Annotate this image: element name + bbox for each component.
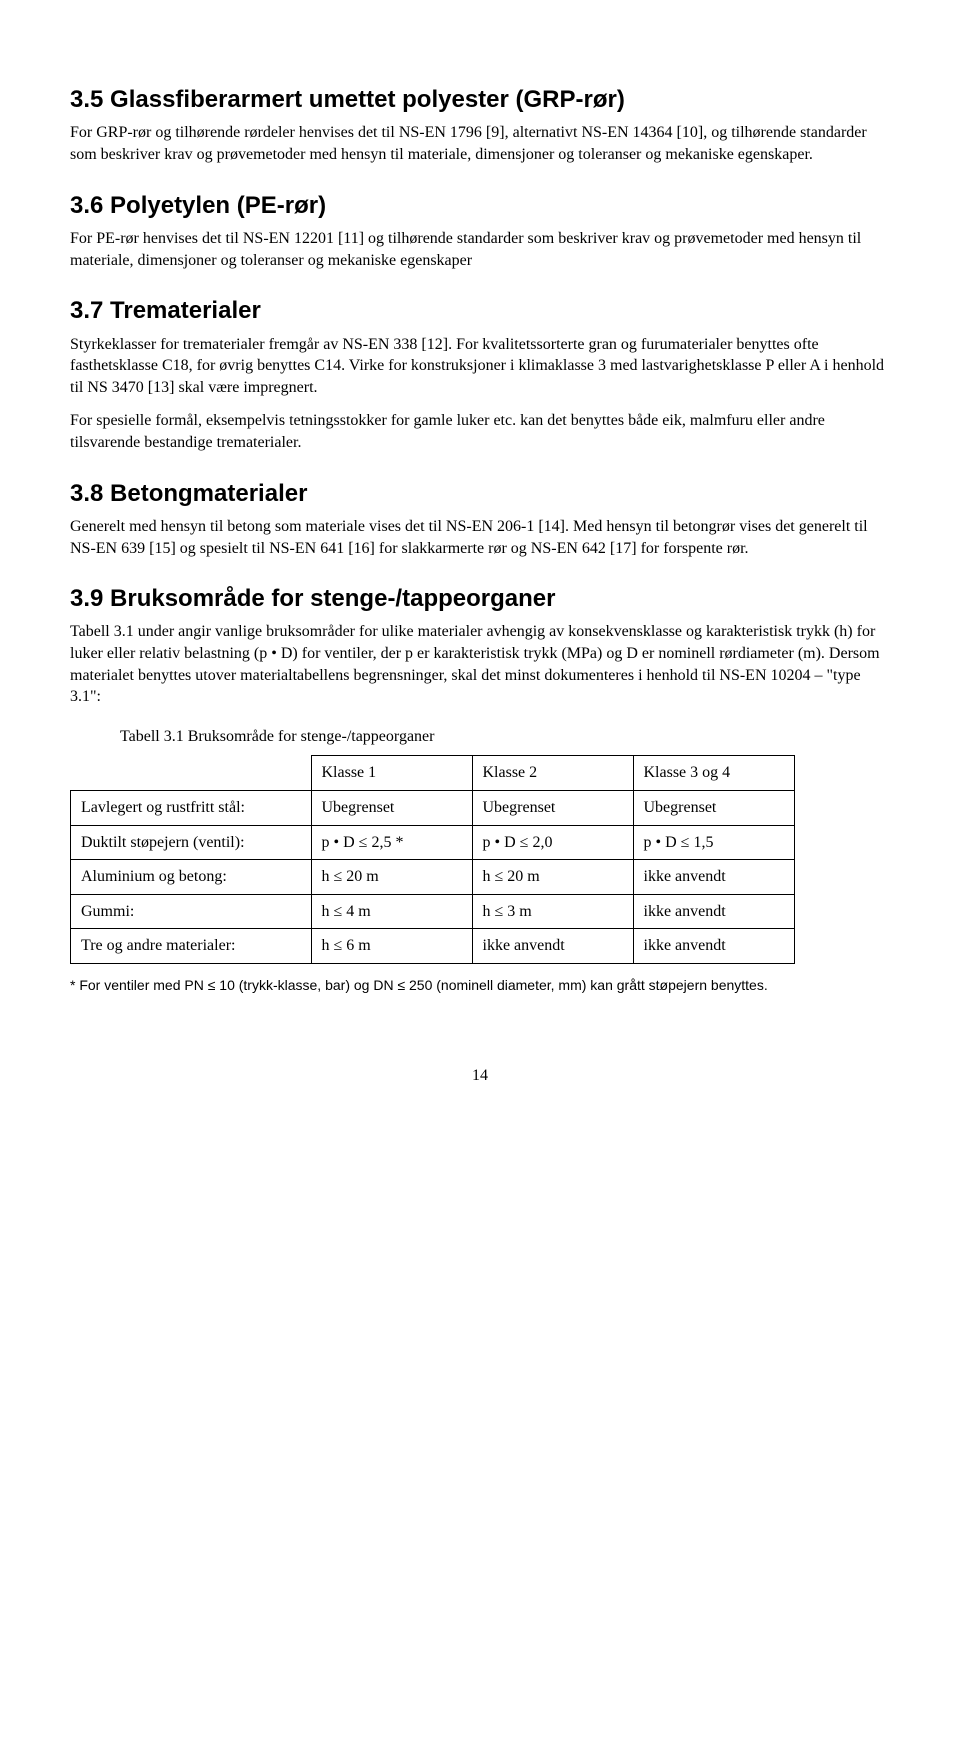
- heading-3-7: 3.7 Trematerialer: [70, 295, 890, 327]
- table-row: Tre og andre materialer: h ≤ 6 m ikke an…: [71, 929, 795, 964]
- table-caption: Tabell 3.1 Bruksområde for stenge-/tappe…: [120, 726, 890, 748]
- table-footnote: * For ventiler med PN ≤ 10 (trykk-klasse…: [70, 976, 890, 995]
- table-cell: p • D ≤ 1,5: [633, 825, 794, 860]
- table-cell: h ≤ 6 m: [311, 929, 472, 964]
- table-cell: Ubegrenset: [472, 791, 633, 826]
- table-header-klasse2: Klasse 2: [472, 756, 633, 791]
- table-cell: h ≤ 20 m: [311, 860, 472, 895]
- table-cell: h ≤ 20 m: [472, 860, 633, 895]
- heading-3-5: 3.5 Glassfiberarmert umettet polyester (…: [70, 84, 890, 116]
- table-cell: Lavlegert og rustfritt stål:: [71, 791, 312, 826]
- table-cell: Gummi:: [71, 894, 312, 929]
- heading-3-8: 3.8 Betongmaterialer: [70, 478, 890, 510]
- table-row: Lavlegert og rustfritt stål: Ubegrenset …: [71, 791, 795, 826]
- table-cell: Tre og andre materialer:: [71, 929, 312, 964]
- table-cell: ikke anvendt: [633, 894, 794, 929]
- table-cell: p • D ≤ 2,5 *: [311, 825, 472, 860]
- table-cell: Ubegrenset: [311, 791, 472, 826]
- usage-table: Klasse 1 Klasse 2 Klasse 3 og 4 Lavleger…: [70, 755, 795, 964]
- para-3-5-1: For GRP-rør og tilhørende rørdeler henvi…: [70, 122, 890, 165]
- table-cell: p • D ≤ 2,0: [472, 825, 633, 860]
- table-header-empty: [71, 756, 312, 791]
- table-row: Gummi: h ≤ 4 m h ≤ 3 m ikke anvendt: [71, 894, 795, 929]
- para-3-7-1: Styrkeklasser for trematerialer fremgår …: [70, 334, 890, 399]
- page-number: 14: [70, 1065, 890, 1087]
- table-cell: ikke anvendt: [633, 929, 794, 964]
- table-cell: ikke anvendt: [472, 929, 633, 964]
- table-cell: h ≤ 3 m: [472, 894, 633, 929]
- para-3-7-2: For spesielle formål, eksempelvis tetnin…: [70, 410, 890, 453]
- table-header-row: Klasse 1 Klasse 2 Klasse 3 og 4: [71, 756, 795, 791]
- table-cell: ikke anvendt: [633, 860, 794, 895]
- table-row: Aluminium og betong: h ≤ 20 m h ≤ 20 m i…: [71, 860, 795, 895]
- table-cell: Duktilt støpejern (ventil):: [71, 825, 312, 860]
- heading-3-6: 3.6 Polyetylen (PE-rør): [70, 190, 890, 222]
- table-header-klasse1: Klasse 1: [311, 756, 472, 791]
- table-cell: h ≤ 4 m: [311, 894, 472, 929]
- para-3-9-1: Tabell 3.1 under angir vanlige bruksområ…: [70, 621, 890, 707]
- para-3-6-1: For PE-rør henvises det til NS-EN 12201 …: [70, 228, 890, 271]
- para-3-8-1: Generelt med hensyn til betong som mater…: [70, 516, 890, 559]
- heading-3-9: 3.9 Bruksområde for stenge-/tappeorganer: [70, 583, 890, 615]
- table-cell: Aluminium og betong:: [71, 860, 312, 895]
- table-cell: Ubegrenset: [633, 791, 794, 826]
- table-row: Duktilt støpejern (ventil): p • D ≤ 2,5 …: [71, 825, 795, 860]
- table-header-klasse34: Klasse 3 og 4: [633, 756, 794, 791]
